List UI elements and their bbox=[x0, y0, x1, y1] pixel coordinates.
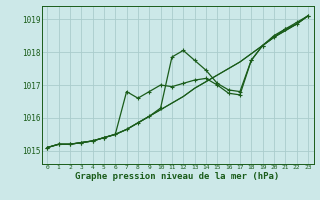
X-axis label: Graphe pression niveau de la mer (hPa): Graphe pression niveau de la mer (hPa) bbox=[76, 172, 280, 181]
